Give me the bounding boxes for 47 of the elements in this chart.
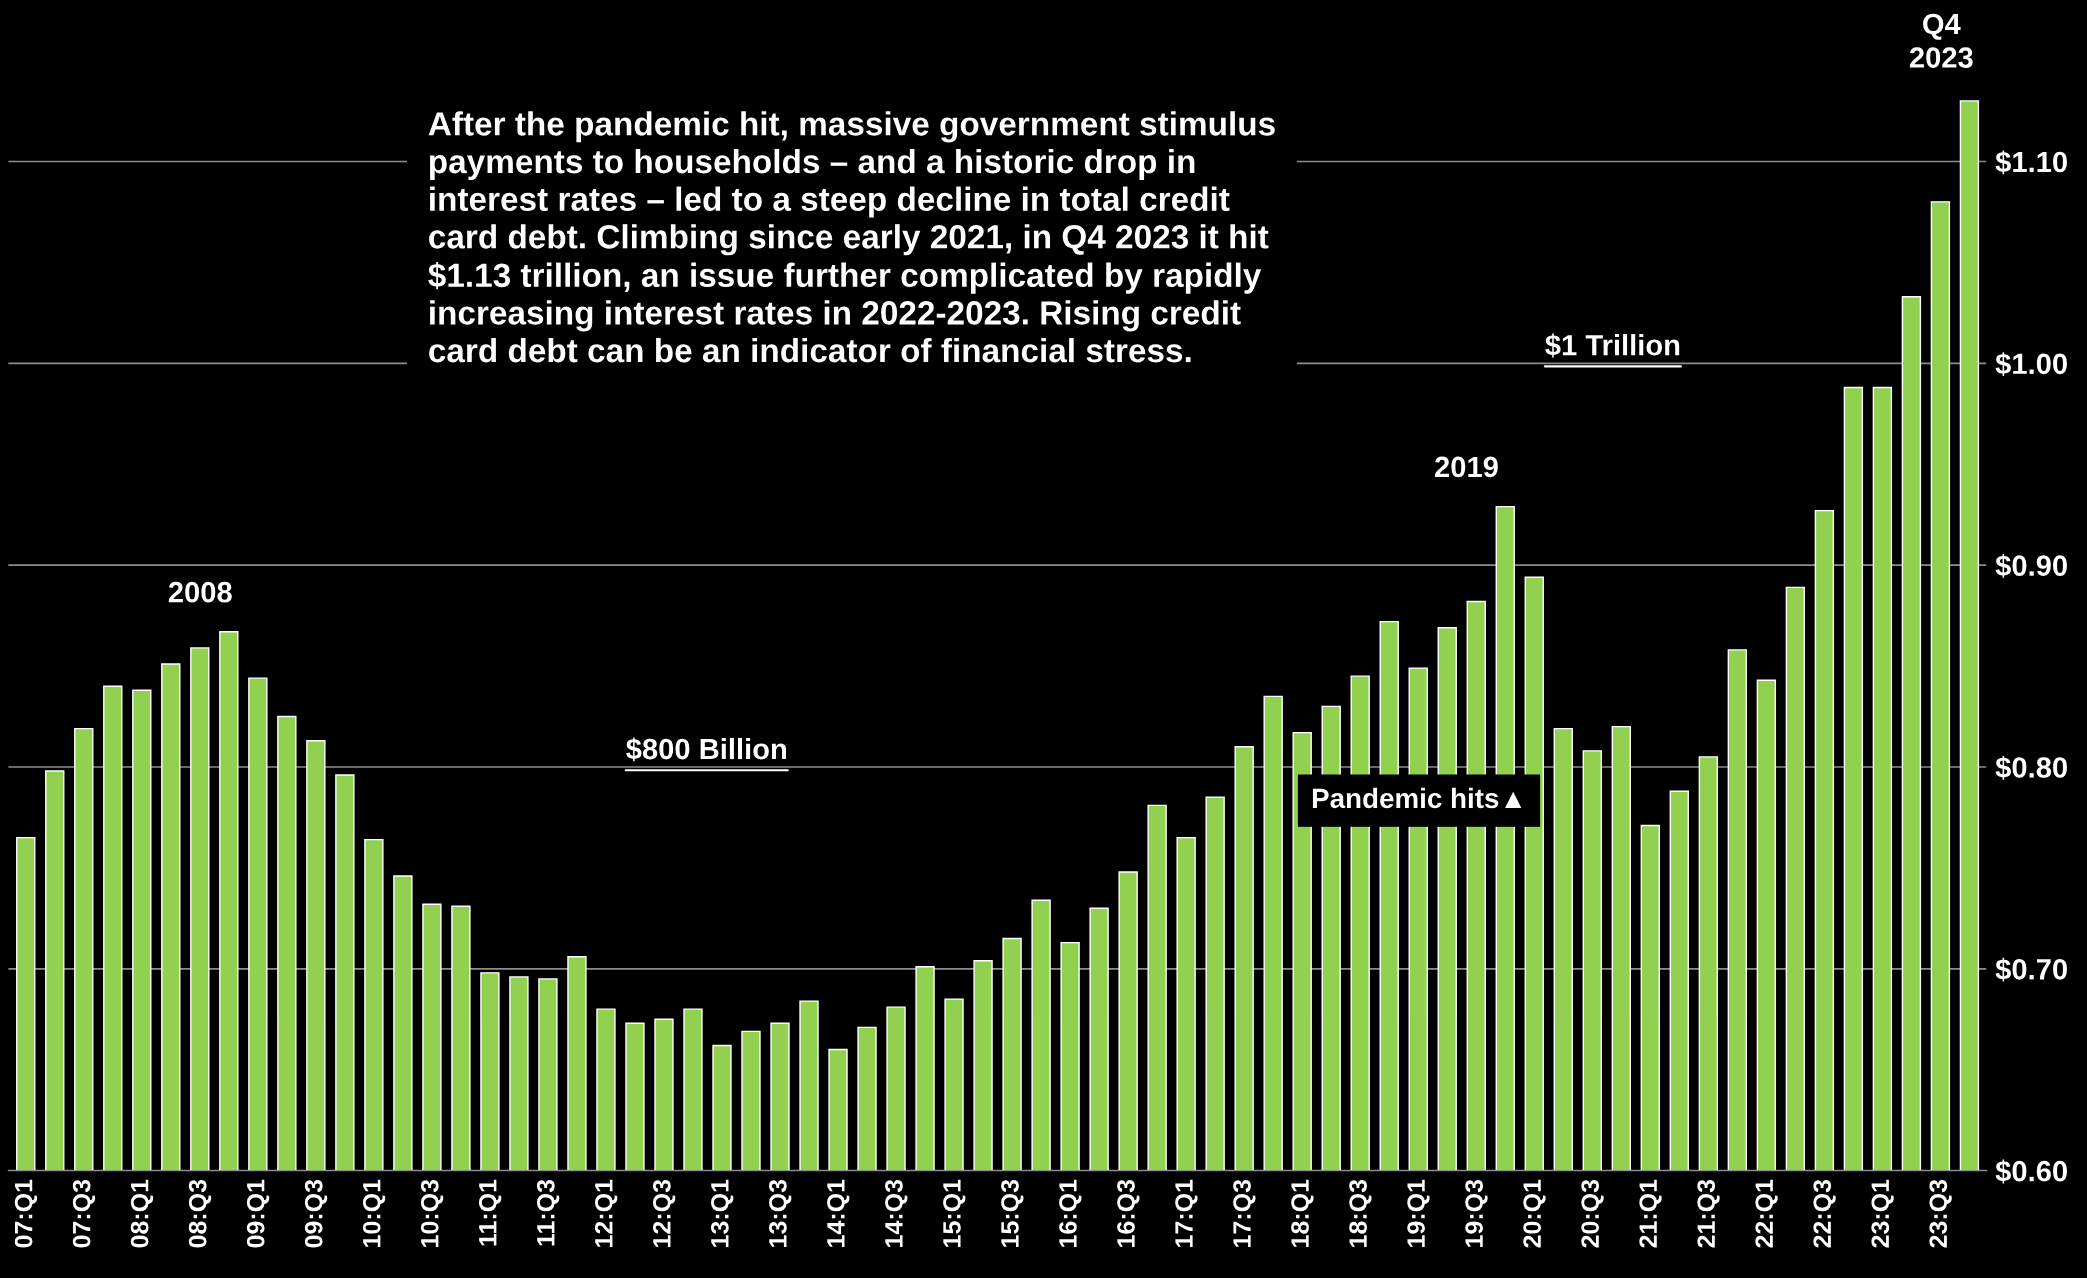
annotation: 2008 <box>168 581 232 603</box>
x-tick-label: 23:Q3 <box>1929 1179 1952 1248</box>
x-tick-label: 23:Q1 <box>1871 1179 1894 1248</box>
x-tick-label: 21:Q3 <box>1697 1179 1720 1248</box>
y-tick-label: $0.60 <box>1995 1159 2067 1184</box>
x-tick-label: 13:Q1 <box>711 1179 734 1247</box>
annotation: Pandemic hits▲ <box>1312 787 1522 809</box>
x-tick-label: 19:Q1 <box>1407 1179 1430 1247</box>
y-tick-label: $0.80 <box>1995 755 2067 780</box>
x-tick-label: 10:Q3 <box>420 1179 444 1247</box>
annotation: After the pandemic hit, massive government stimulus payments to households – and a historic drop in interest rates – led to a steep decline in total credit card debt. Climbing since early 2021, in Q4 2023 it hit $1.13 trillion, an issue further complicated by rapidly increasing interest rates in 2022-2023. Rising credit card debt can be an indicator of financial stress. <box>428 111 1275 363</box>
x-tick-label: 14:Q1 <box>827 1179 850 1247</box>
x-tick-label: 19:Q3 <box>1465 1179 1488 1247</box>
x-tick-label: 22:Q1 <box>1755 1179 1778 1248</box>
y-tick-label: $1.10 <box>1995 150 2067 175</box>
x-tick-label: 14:Q3 <box>885 1179 908 1247</box>
annotation: Q4 2023 <box>1909 13 1973 68</box>
x-tick-label: 07:Q1 <box>14 1179 38 1248</box>
x-tick-label: 08:Q1 <box>130 1179 154 1248</box>
y-tick-label: $0.70 <box>1995 957 2067 982</box>
x-tick-label: 18:Q3 <box>1349 1179 1372 1247</box>
x-tick-label: 09:Q1 <box>246 1179 270 1248</box>
x-tick-label: 15:Q1 <box>943 1179 966 1247</box>
x-tick-label: 20:Q3 <box>1581 1179 1604 1248</box>
x-tick-label: 21:Q1 <box>1639 1179 1662 1248</box>
x-tick-label: 16:Q1 <box>1059 1179 1082 1247</box>
x-tick-label: 11:Q1 <box>478 1179 502 1246</box>
x-tick-label: 08:Q3 <box>188 1179 212 1248</box>
x-tick-label: 17:Q3 <box>1233 1179 1256 1247</box>
y-tick-label: $1.00 <box>1995 352 2067 377</box>
x-tick-label: 07:Q3 <box>72 1179 96 1248</box>
x-tick-label: 09:Q3 <box>304 1179 328 1248</box>
x-tick-label: 20:Q1 <box>1523 1179 1546 1248</box>
x-tick-label: 12:Q3 <box>652 1179 676 1247</box>
annotation: $800 Billion <box>626 737 786 762</box>
x-tick-label: 10:Q1 <box>362 1179 386 1247</box>
x-tick-label: 15:Q3 <box>1001 1179 1024 1247</box>
x-tick-label: 13:Q3 <box>769 1179 792 1247</box>
annotation: 2019 <box>1435 456 1498 478</box>
x-tick-label: 16:Q3 <box>1117 1179 1140 1247</box>
annotation: $1 Trillion <box>1545 333 1680 358</box>
x-tick-label: 12:Q1 <box>594 1179 618 1247</box>
x-tick-label: 17:Q1 <box>1175 1179 1198 1247</box>
x-tick-label: 18:Q1 <box>1291 1179 1314 1247</box>
x-tick-label: 22:Q3 <box>1813 1179 1836 1248</box>
x-tick-label: 11:Q3 <box>536 1179 560 1246</box>
y-tick-label: $0.90 <box>1995 554 2067 578</box>
